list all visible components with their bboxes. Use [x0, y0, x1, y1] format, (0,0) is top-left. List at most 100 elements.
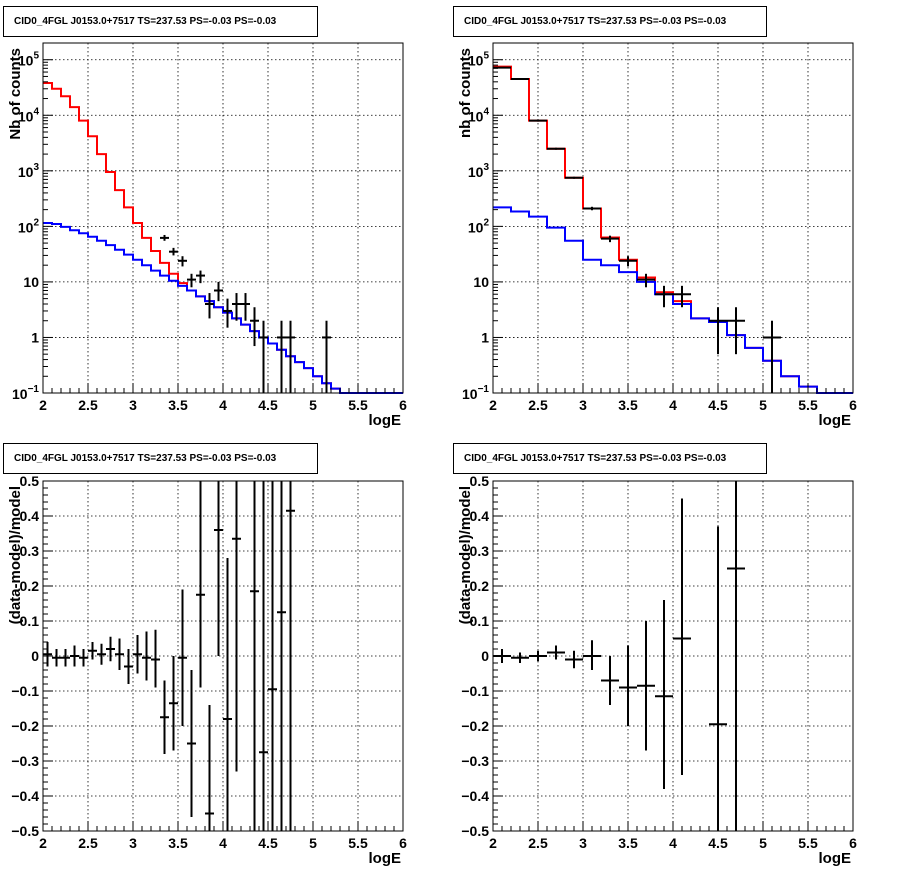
data-point	[268, 481, 277, 831]
y-tick-label: 105	[468, 51, 490, 69]
x-tick-label: 6	[399, 835, 407, 851]
x-tick-label: 3.5	[618, 397, 638, 413]
x-tick-label: 5	[309, 835, 317, 851]
data-point	[277, 320, 286, 393]
y-tick-label: −0.3	[461, 753, 489, 769]
y-axis-label: Nb of counts	[7, 48, 24, 140]
data-point	[655, 600, 673, 789]
data-point	[214, 281, 223, 302]
y-tick-label: 0.4	[20, 508, 40, 524]
data-point	[673, 498, 691, 775]
chart-title: CID0_4FGL J0153.0+7517 TS=237.53 PS=-0.0…	[14, 453, 277, 464]
y-tick-label: 103	[468, 162, 490, 180]
grid	[493, 481, 853, 831]
title-box	[453, 6, 767, 37]
x-tick-label: 3	[129, 397, 137, 413]
data-point	[106, 636, 115, 662]
data-point	[61, 649, 70, 667]
y-tick-label: 0.5	[20, 473, 40, 489]
y-tick-label: 1	[481, 329, 489, 345]
y-tick-label: −0.4	[11, 788, 39, 804]
y-axis-label: (data-model)/model	[457, 486, 474, 624]
chart-panel-4: CID0_4FGL J0153.0+7517 TS=237.53 PS=-0.0…	[453, 443, 857, 867]
y-tick-label: 0.2	[20, 578, 40, 594]
data-point	[322, 320, 331, 393]
x-tick-label: 3	[129, 835, 137, 851]
data-points	[493, 66, 781, 393]
data-point	[565, 650, 583, 669]
data-point	[79, 649, 88, 667]
x-tick-label: 2.5	[528, 397, 548, 413]
y-tick-label: 0.3	[470, 543, 490, 559]
y-tick-label: 1	[31, 329, 39, 345]
y-tick-label: −0.3	[11, 753, 39, 769]
data-points	[160, 234, 331, 393]
y-tick-label: 10	[473, 274, 489, 290]
data-point	[43, 642, 52, 667]
y-tick-label: −0.2	[11, 718, 39, 734]
x-tick-label: 5	[759, 397, 767, 413]
data-point	[601, 235, 619, 243]
x-tick-label: 5	[759, 835, 767, 851]
x-tick-label: 4.5	[708, 835, 728, 851]
y-tick-label: 0	[31, 648, 39, 664]
x-tick-label: 5.5	[798, 835, 818, 851]
chart-panel-2: CID0_4FGL J0153.0+7517 TS=237.53 PS=-0.0…	[453, 6, 857, 429]
data-point	[583, 206, 601, 211]
data-point	[88, 642, 97, 660]
x-tick-label: 4.5	[708, 397, 728, 413]
data-point	[97, 643, 106, 665]
data-point	[286, 320, 295, 393]
x-axis-label: logE	[369, 412, 402, 429]
data-point	[763, 320, 781, 393]
data-point	[565, 176, 583, 179]
x-tick-label: 6	[849, 397, 857, 413]
y-tick-label: 10−1	[12, 384, 39, 402]
data-point	[547, 645, 565, 660]
x-tick-label: 2	[39, 835, 47, 851]
x-tick-label: 4	[669, 835, 677, 851]
y-tick-label: −0.5	[11, 823, 39, 839]
x-axis-label: logE	[819, 412, 852, 429]
data-point	[241, 293, 250, 321]
data-point	[169, 247, 178, 256]
y-axis: −0.5 −0.4 −0.3 −0.2 −0.1 0 0.1 0.2 0.3 0.4 0.5(dat…	[457, 473, 503, 839]
data-point	[205, 293, 214, 319]
y-tick-label: 102	[468, 217, 490, 235]
data-point	[178, 256, 187, 267]
data-point	[151, 629, 160, 688]
title-box	[453, 443, 767, 474]
y-tick-label: 0.3	[20, 543, 40, 559]
y-axis-label: nb of counts	[457, 48, 474, 138]
data-point	[655, 285, 673, 308]
grid	[493, 43, 853, 393]
title-box	[3, 6, 318, 37]
x-tick-label: 5.5	[348, 835, 368, 851]
x-tick-label: 2	[489, 397, 497, 413]
data-point	[673, 285, 691, 308]
data-points	[493, 481, 745, 831]
x-tick-label: 4	[669, 397, 677, 413]
y-tick-label: 0.1	[20, 613, 40, 629]
y-tick-label: −0.1	[461, 683, 489, 699]
x-tick-label: 4	[219, 835, 227, 851]
y-tick-label: 0	[481, 648, 489, 664]
x-tick-label: 5.5	[798, 397, 818, 413]
data-point	[637, 621, 655, 751]
data-point	[214, 481, 223, 656]
x-tick-label: 2.5	[78, 397, 98, 413]
y-tick-label: 10−1	[462, 384, 489, 402]
y-tick-label: 104	[468, 106, 490, 124]
data-point	[160, 680, 169, 754]
data-point	[232, 481, 241, 772]
data-point	[223, 298, 232, 328]
x-tick-label: 4.5	[258, 835, 278, 851]
data-points	[43, 481, 295, 831]
x-tick-label: 5	[309, 397, 317, 413]
data-point	[277, 481, 286, 831]
